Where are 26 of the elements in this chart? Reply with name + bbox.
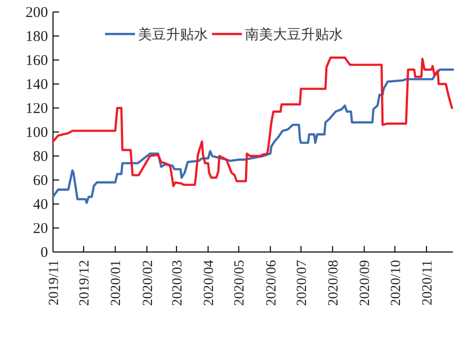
y-tick-label: 200 [26, 5, 48, 21]
y-tick-label: 140 [26, 77, 48, 93]
y-tick-label: 20 [33, 221, 48, 237]
x-tick-label: 2020/09 [358, 260, 374, 306]
x-tick-label: 2020/05 [232, 260, 248, 306]
y-tick-label: 100 [26, 125, 48, 141]
x-tick-label: 2020/10 [388, 260, 404, 306]
x-tick-label: 2019/12 [78, 260, 93, 306]
x-tick-label: 2019/11 [47, 260, 62, 306]
x-tick-label: 2020/08 [326, 260, 342, 306]
x-tick-label: 2020/04 [202, 260, 218, 306]
x-tick-label: 2020/01 [109, 260, 124, 306]
legend-label: 美豆升贴水 [138, 27, 208, 43]
y-tick-label: 180 [26, 29, 48, 45]
x-tick-label: 2020/06 [264, 260, 280, 306]
legend-label: 南美大豆升贴水 [245, 27, 343, 43]
x-tick-label: 2020/02 [140, 260, 156, 306]
x-tick-label: 2020/11 [420, 260, 436, 306]
y-tick-label: 40 [33, 197, 48, 213]
y-tick-label: 80 [33, 149, 48, 165]
x-tick-label: 2020/03 [170, 260, 186, 306]
y-tick-label: 0 [40, 245, 48, 261]
y-tick-label: 60 [33, 173, 48, 189]
y-tick-label: 160 [26, 53, 48, 69]
y-tick-label: 120 [26, 101, 48, 117]
x-tick-label: 2020/07 [294, 260, 310, 306]
